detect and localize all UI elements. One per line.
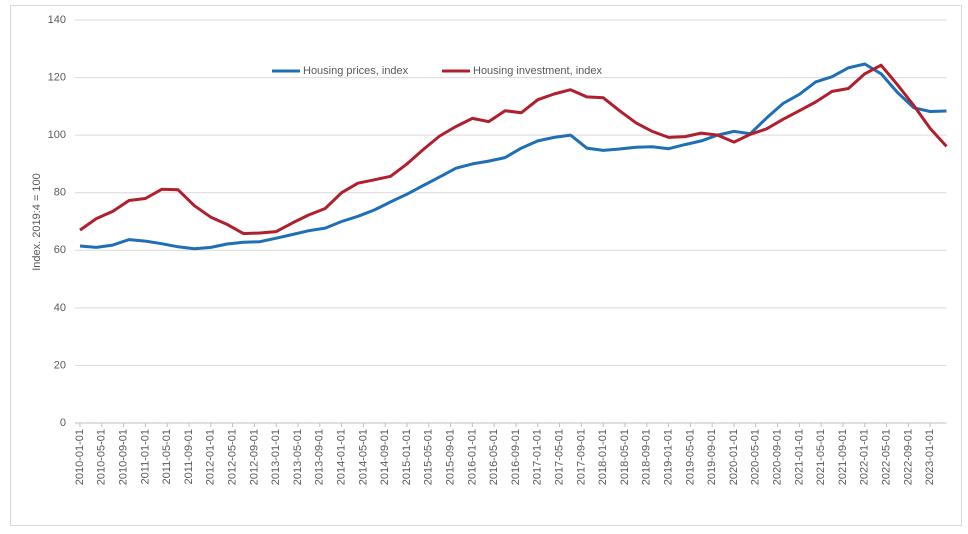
x-tick-label: 2021-05-01 bbox=[815, 429, 827, 485]
x-tick-label: 2011-05-01 bbox=[161, 429, 173, 484]
x-tick-label: 2021-01-01 bbox=[793, 429, 805, 485]
x-tick-label: 2017-05-01 bbox=[553, 429, 565, 485]
x-tick-label: 2015-01-01 bbox=[401, 429, 413, 485]
x-tick-label: 2015-09-01 bbox=[444, 429, 456, 485]
x-tick-label: 2022-09-01 bbox=[902, 429, 914, 485]
y-tick-label: 80 bbox=[54, 187, 66, 199]
x-tick-label: 2016-01-01 bbox=[466, 429, 478, 485]
x-tick-label: 2011-09-01 bbox=[183, 429, 195, 484]
x-tick-label: 2022-01-01 bbox=[859, 429, 871, 485]
x-tick-label: 2010-05-01 bbox=[96, 429, 108, 485]
x-tick-label: 2014-05-01 bbox=[357, 429, 369, 485]
x-tick-label: 2013-05-01 bbox=[292, 429, 304, 485]
y-tick-label: 0 bbox=[60, 417, 66, 429]
x-tick-label: 2011-01-01 bbox=[139, 429, 151, 484]
x-tick-label: 2020-05-01 bbox=[750, 429, 762, 485]
x-tick-label: 2014-09-01 bbox=[379, 429, 391, 485]
legend-label: Housing prices, index bbox=[303, 65, 409, 77]
x-tick-label: 2019-05-01 bbox=[684, 429, 696, 485]
y-tick-label: 120 bbox=[48, 71, 66, 83]
x-tick-label: 2015-05-01 bbox=[423, 429, 435, 485]
x-tick-label: 2012-01-01 bbox=[205, 429, 217, 485]
x-tick-label: 2016-09-01 bbox=[510, 429, 522, 485]
series-line bbox=[79, 63, 948, 236]
x-tick-label: 2013-09-01 bbox=[314, 429, 326, 485]
y-axis-label: Index. 2019:4 = 100 bbox=[31, 173, 43, 271]
y-tick-label: 60 bbox=[54, 244, 66, 256]
x-tick-label: 2010-01-01 bbox=[74, 429, 86, 485]
x-tick-label: 2010-09-01 bbox=[118, 429, 130, 485]
y-tick-label: 100 bbox=[48, 129, 66, 141]
x-tick-label: 2020-09-01 bbox=[771, 429, 783, 485]
legend-label: Housing investment, index bbox=[473, 65, 603, 77]
x-tick-label: 2023-01-01 bbox=[924, 429, 936, 485]
x-tick-label: 2019-09-01 bbox=[706, 429, 718, 485]
x-tick-label: 2022-05-01 bbox=[880, 429, 892, 485]
x-tick-label: 2017-01-01 bbox=[532, 429, 544, 485]
x-tick-label: 2018-09-01 bbox=[641, 429, 653, 485]
x-tick-label: 2016-05-01 bbox=[488, 429, 500, 485]
x-tick-label: 2012-05-01 bbox=[226, 429, 238, 485]
series-line bbox=[79, 62, 947, 251]
x-tick-label: 2013-01-01 bbox=[270, 429, 282, 485]
x-tick-label: 2020-01-01 bbox=[728, 429, 740, 485]
x-tick-label: 2017-09-01 bbox=[575, 429, 587, 485]
x-tick-label: 2021-09-01 bbox=[837, 429, 849, 485]
y-tick-label: 20 bbox=[54, 359, 66, 371]
x-tick-label: 2012-09-01 bbox=[248, 429, 260, 485]
x-tick-label: 2018-05-01 bbox=[619, 429, 631, 485]
y-tick-label: 40 bbox=[54, 302, 66, 314]
x-tick-label: 2019-01-01 bbox=[662, 429, 674, 485]
x-tick-label: 2014-01-01 bbox=[335, 429, 347, 485]
y-tick-label: 140 bbox=[48, 14, 66, 26]
x-tick-label: 2018-01-01 bbox=[597, 429, 609, 485]
